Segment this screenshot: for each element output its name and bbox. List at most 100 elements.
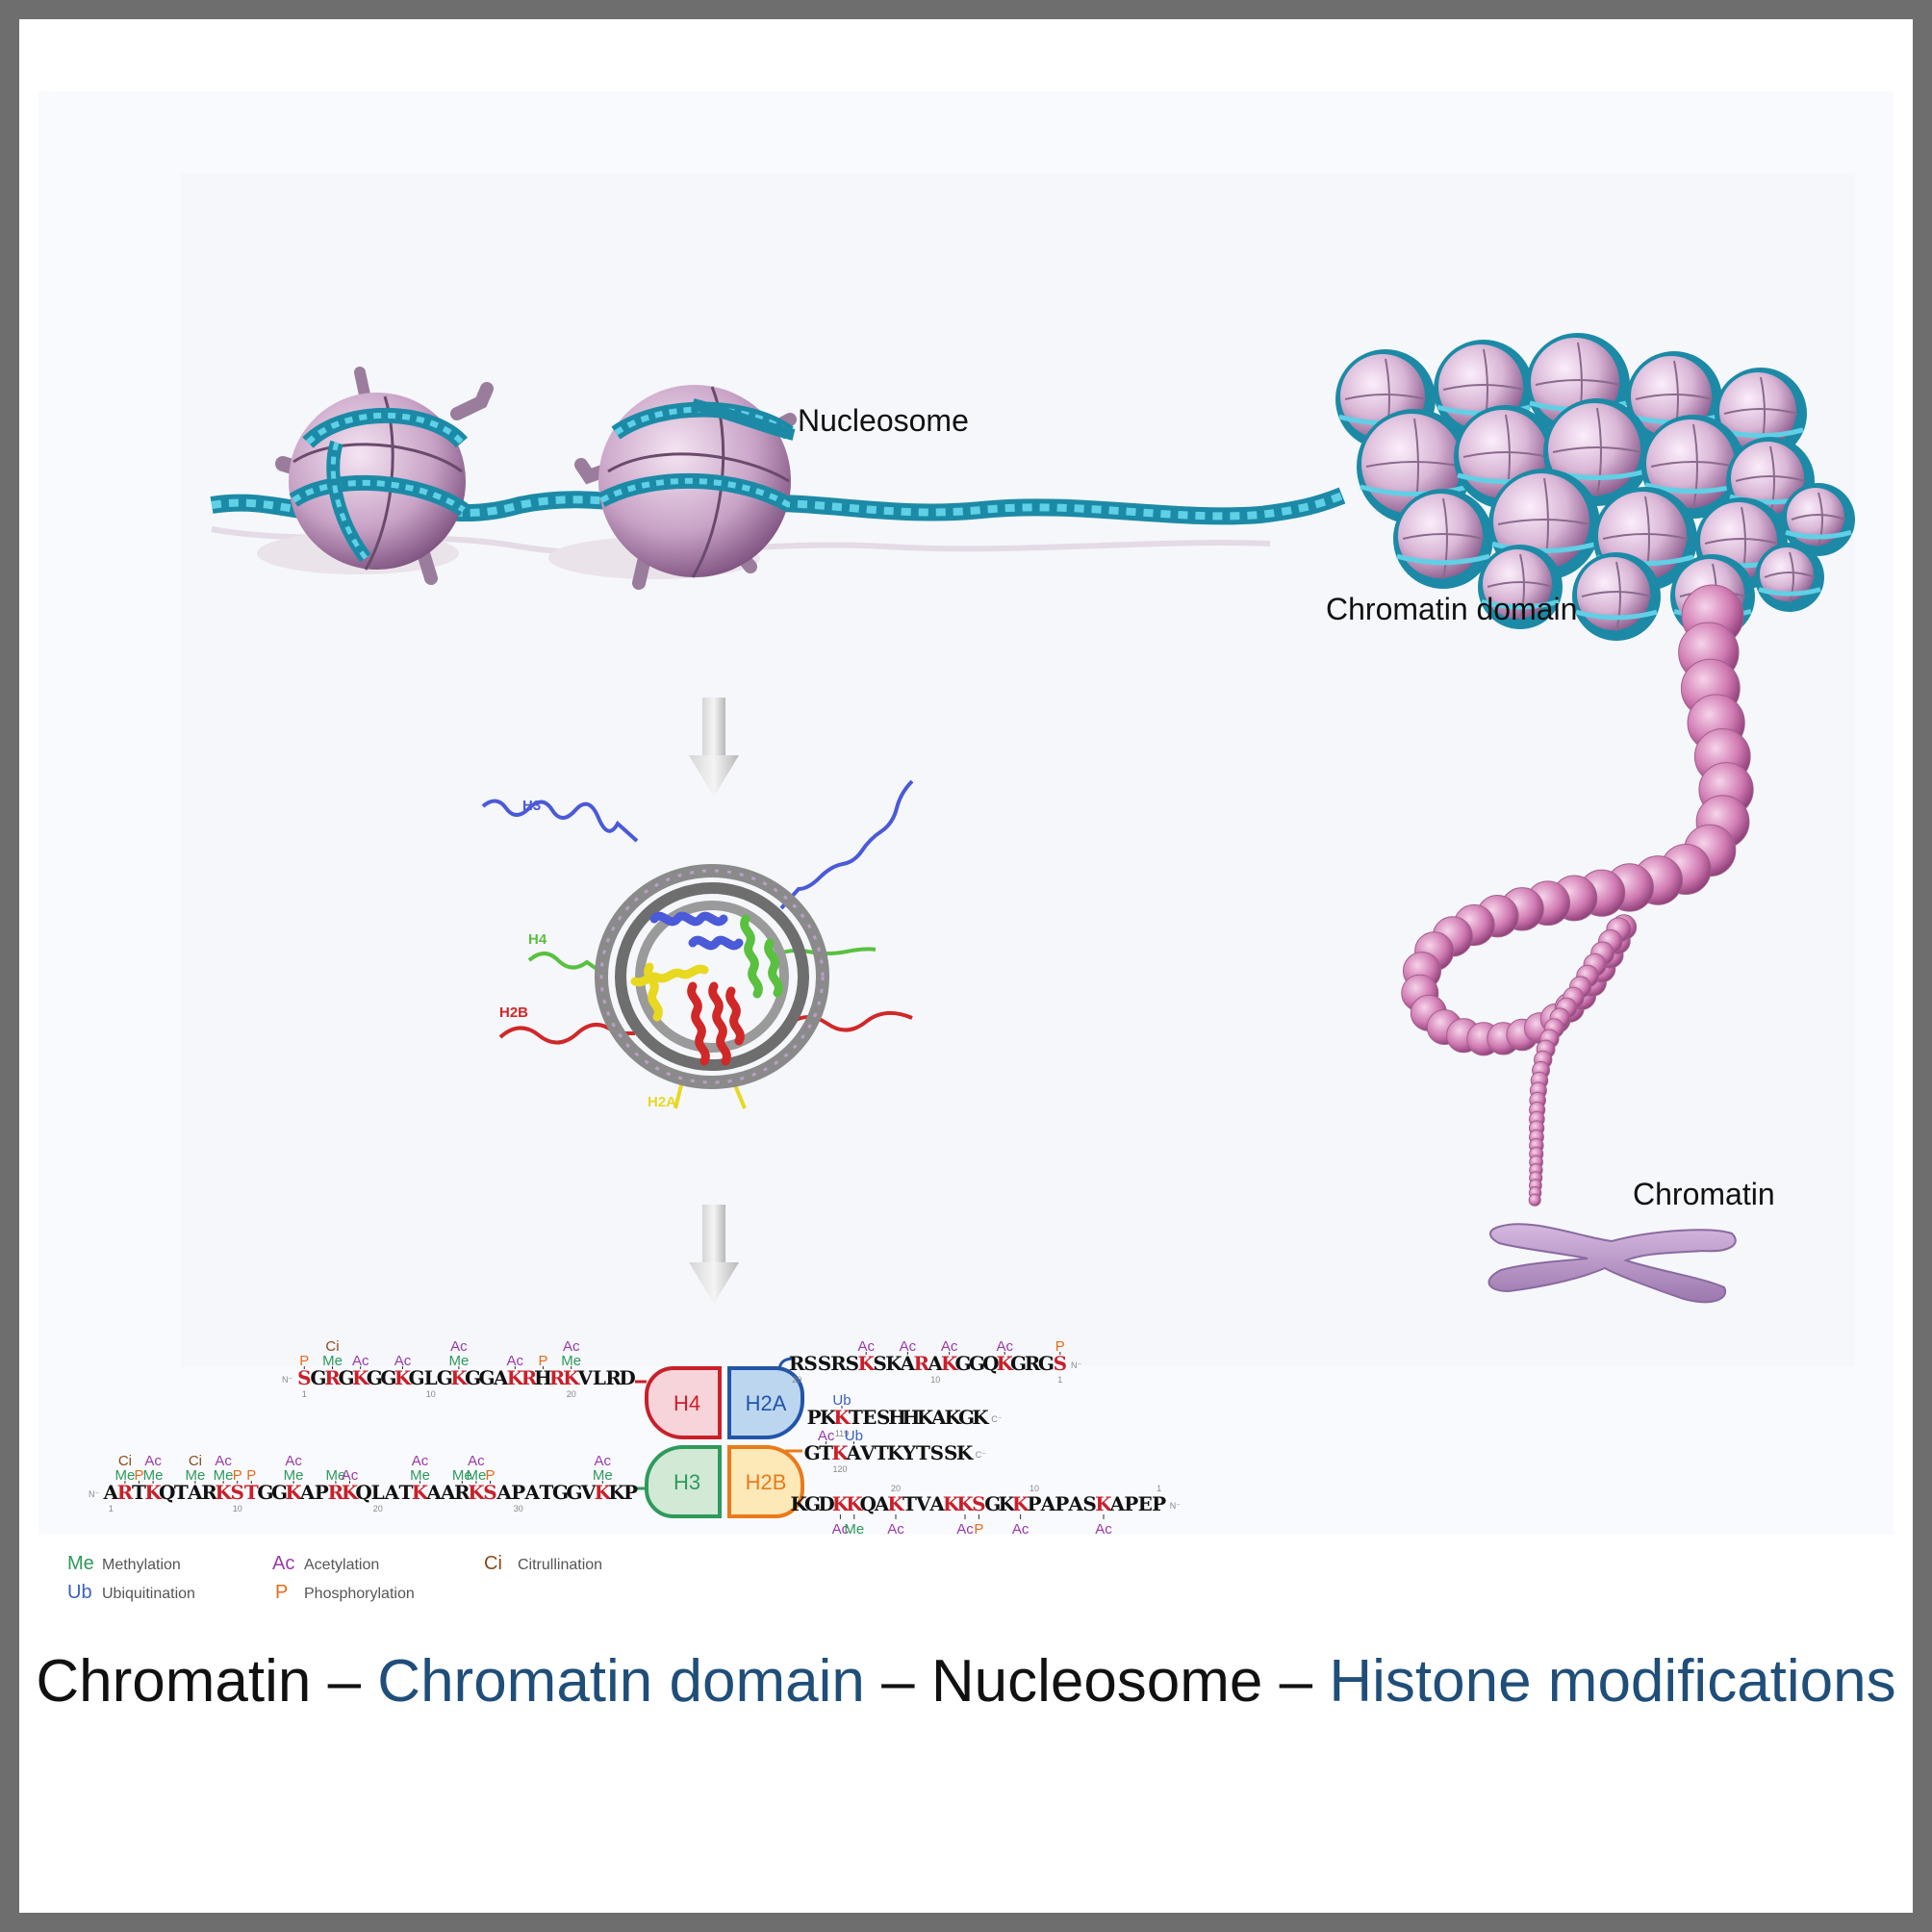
residue-number: 1	[302, 1389, 307, 1399]
residue: K	[997, 1352, 1014, 1375]
h3-core-label: H3	[674, 1470, 700, 1494]
residue: K	[887, 1441, 904, 1464]
residue: K	[1012, 1492, 1030, 1515]
residue: R	[328, 1481, 344, 1504]
residue: A	[900, 1352, 916, 1375]
residue: K	[999, 1492, 1016, 1515]
h2a-core-label: H2A	[746, 1391, 787, 1415]
residue: G	[409, 1366, 425, 1389]
residue-number: 10	[426, 1389, 436, 1399]
residue: L	[593, 1366, 606, 1389]
residue: P	[1055, 1492, 1069, 1515]
residue: P	[315, 1481, 329, 1504]
modification-mark: Ac	[1095, 1521, 1112, 1538]
residue: K	[887, 1492, 904, 1515]
residue: R	[830, 1352, 847, 1375]
modification-mark: Me	[844, 1521, 864, 1538]
residue: K	[833, 1406, 851, 1429]
residue: R	[521, 1366, 538, 1389]
h3-tail-label: H3	[522, 798, 541, 814]
residue-number: 10	[233, 1504, 242, 1513]
residue-number: 20	[891, 1484, 901, 1493]
svg-text:Ub: Ub	[67, 1582, 92, 1603]
residue: S	[803, 1352, 817, 1375]
modification-mark: P	[1055, 1338, 1065, 1355]
residue: S	[846, 1352, 859, 1375]
modification-mark: Ac	[450, 1338, 468, 1355]
svg-text:P: P	[275, 1582, 288, 1603]
legend-item-acetylation: Ac Acetylation	[272, 1553, 379, 1574]
modification-mark: Me	[593, 1467, 613, 1484]
residue-number: 120	[832, 1464, 847, 1474]
svg-text:Ubiquitination: Ubiquitination	[102, 1586, 195, 1602]
residue: T	[244, 1481, 259, 1504]
h4-tail-label: H4	[528, 931, 547, 948]
residue: S	[1054, 1352, 1067, 1375]
residue: A	[493, 1366, 509, 1389]
residue: Q	[982, 1352, 999, 1375]
residue: S	[972, 1492, 985, 1515]
residue: A	[425, 1481, 442, 1504]
residue: S	[930, 1441, 944, 1464]
nucleosome-bead-2	[548, 385, 797, 590]
residue: K	[791, 1492, 808, 1515]
modification-mark: Me	[452, 1467, 472, 1484]
residue: A	[187, 1481, 203, 1504]
modification-mark: Me	[214, 1467, 234, 1484]
modification-mark: Me	[143, 1467, 164, 1484]
residue: G	[271, 1481, 288, 1504]
modification-mark: Ac	[352, 1353, 369, 1369]
legend-item-phosphorylation: P Phosphorylation	[275, 1582, 415, 1603]
chromosome	[1487, 1223, 1737, 1304]
residue: R	[913, 1352, 929, 1375]
terminus-label: N⁻	[1170, 1501, 1181, 1511]
residue: G	[1038, 1352, 1055, 1375]
modification-mark: Ac	[1012, 1521, 1030, 1538]
modification-mark: Ac	[996, 1338, 1013, 1355]
residue: V	[577, 1366, 594, 1389]
residue: K	[846, 1492, 863, 1515]
residue: P	[511, 1481, 525, 1504]
caption-separator-1: –	[311, 1648, 378, 1715]
residue: G	[552, 1481, 569, 1504]
residue: P	[1124, 1492, 1138, 1515]
modification-mark: Ac	[394, 1353, 412, 1369]
terminus-label: N⁻	[89, 1489, 99, 1499]
svg-text:Methylation: Methylation	[102, 1557, 181, 1573]
residue-number: 20	[792, 1375, 801, 1385]
modification-mark: Ac	[412, 1453, 429, 1469]
svg-text:Ac: Ac	[272, 1553, 294, 1574]
residue: T	[875, 1441, 889, 1464]
modification-mark: Me	[325, 1467, 345, 1484]
residue: K	[352, 1366, 369, 1389]
modification-mark: P	[233, 1467, 242, 1484]
residue: A	[928, 1492, 945, 1515]
residue: G	[367, 1366, 383, 1389]
down-arrow-1	[689, 698, 739, 797]
residue: K	[956, 1441, 974, 1464]
modification-mark: Ac	[900, 1338, 917, 1355]
svg-text:Phosphorylation: Phosphorylation	[304, 1586, 415, 1602]
h4-core-box	[645, 1366, 722, 1439]
residue: K	[595, 1481, 612, 1504]
residue-number: 20	[567, 1389, 576, 1399]
residue: A	[496, 1481, 512, 1504]
domain-nucleosome	[1572, 552, 1661, 641]
terminus-label: C⁻	[991, 1414, 1002, 1424]
modification-mark: Ci	[325, 1338, 339, 1355]
nucleosome-label: Nucleosome	[798, 403, 969, 438]
modification-mark: Ac	[857, 1338, 875, 1355]
residue: S	[944, 1441, 957, 1464]
modification-mark: P	[485, 1467, 495, 1484]
residue: T	[902, 1492, 917, 1515]
residue: K	[394, 1366, 412, 1389]
domain-nucleosome	[1782, 483, 1855, 556]
residue: R	[549, 1366, 566, 1389]
down-arrow-2	[689, 1205, 739, 1304]
residue: S	[297, 1366, 311, 1389]
modification-mark: Ac	[342, 1467, 359, 1484]
modification-mark: Me	[466, 1467, 486, 1484]
residue: G	[958, 1406, 975, 1429]
chromatin-diagram: Nucleosome Chromatin domain Chromatin	[38, 91, 1894, 1603]
residue: G	[257, 1481, 273, 1504]
